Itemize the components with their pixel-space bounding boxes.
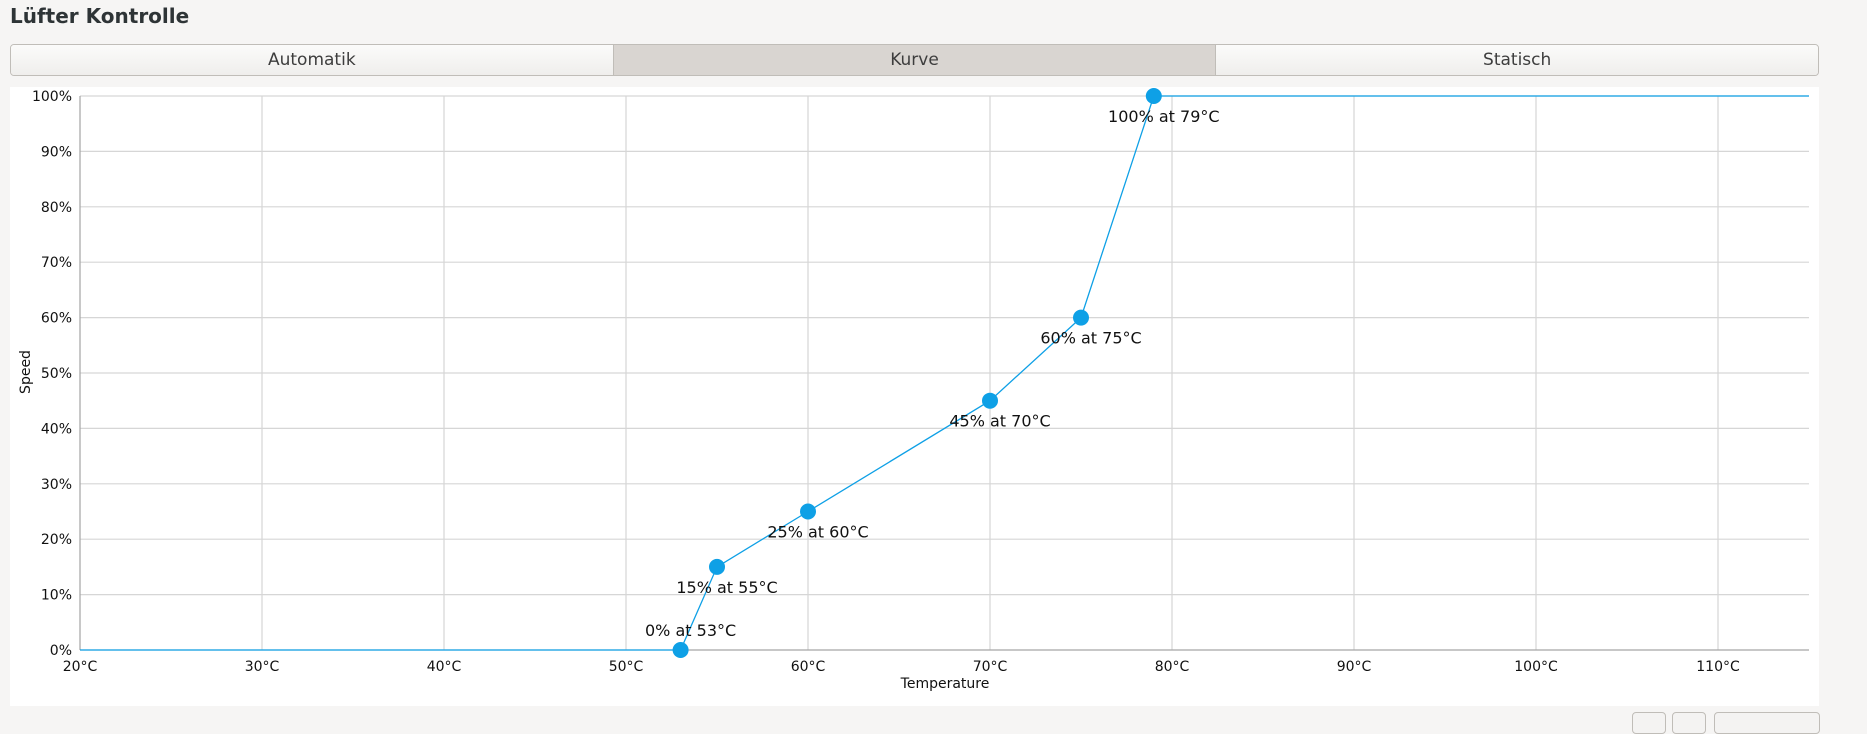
tab[interactable]: Automatik (11, 45, 614, 75)
y-tick-label: 40% (41, 421, 72, 437)
y-tick-label: 10% (41, 588, 72, 604)
button[interactable] (1632, 712, 1666, 734)
y-tick-label: 20% (41, 532, 72, 548)
y-tick-label: 60% (41, 311, 72, 327)
x-tick-label: 40°C (427, 659, 462, 675)
y-tick-label: 80% (41, 200, 72, 216)
y-tick-label: 50% (41, 366, 72, 382)
x-axis-label: Temperature (900, 676, 990, 692)
point-label: 15% at 55°C (676, 578, 777, 597)
point-label: 25% at 60°C (767, 523, 868, 542)
curve-point (1145, 88, 1162, 104)
x-tick-label: 50°C (609, 659, 644, 675)
point-label: 45% at 70°C (949, 412, 1050, 431)
x-tick-label: 30°C (245, 659, 280, 675)
curve-point (709, 558, 725, 575)
x-tick-label: 70°C (973, 659, 1008, 675)
tab-bar: Automatik Kurve Statisch (10, 44, 1819, 76)
chart: Speed Temperature 0% 10% 20% 30% 40% 50% 60% 70… (10, 87, 1819, 706)
x-tick-label: 100°C (1514, 659, 1558, 675)
x-tick-label: 20°C (63, 659, 98, 675)
curve-point (672, 642, 689, 658)
curve-point (800, 503, 816, 520)
chart-background (10, 87, 1819, 706)
y-tick-label: 100% (32, 89, 72, 105)
curve-point (982, 392, 998, 409)
y-tick-label: 0% (50, 643, 72, 659)
point-label: 0% at 53°C (645, 621, 736, 640)
button[interactable] (1672, 712, 1706, 734)
tab[interactable]: Statisch (1216, 45, 1818, 75)
title: Lüfter Kontrolle (10, 4, 190, 28)
x-tick-label: 60°C (791, 659, 826, 675)
curve (680, 95, 1155, 651)
curve-point (1073, 309, 1089, 326)
point-label: 60% at 75°C (1040, 329, 1141, 348)
x-tick-label: 80°C (1155, 659, 1190, 675)
button[interactable] (1714, 712, 1820, 734)
y-tick-label: 70% (41, 255, 72, 271)
x-tick-label: 110°C (1696, 659, 1740, 675)
tab[interactable]: Kurve (613, 45, 1217, 75)
y-tick-label: 90% (41, 144, 72, 160)
y-tick-label: 30% (41, 477, 72, 493)
x-tick-label: 90°C (1337, 659, 1372, 675)
y-axis-label: Speed (18, 350, 34, 394)
point-label: 100% at 79°C (1108, 107, 1220, 126)
